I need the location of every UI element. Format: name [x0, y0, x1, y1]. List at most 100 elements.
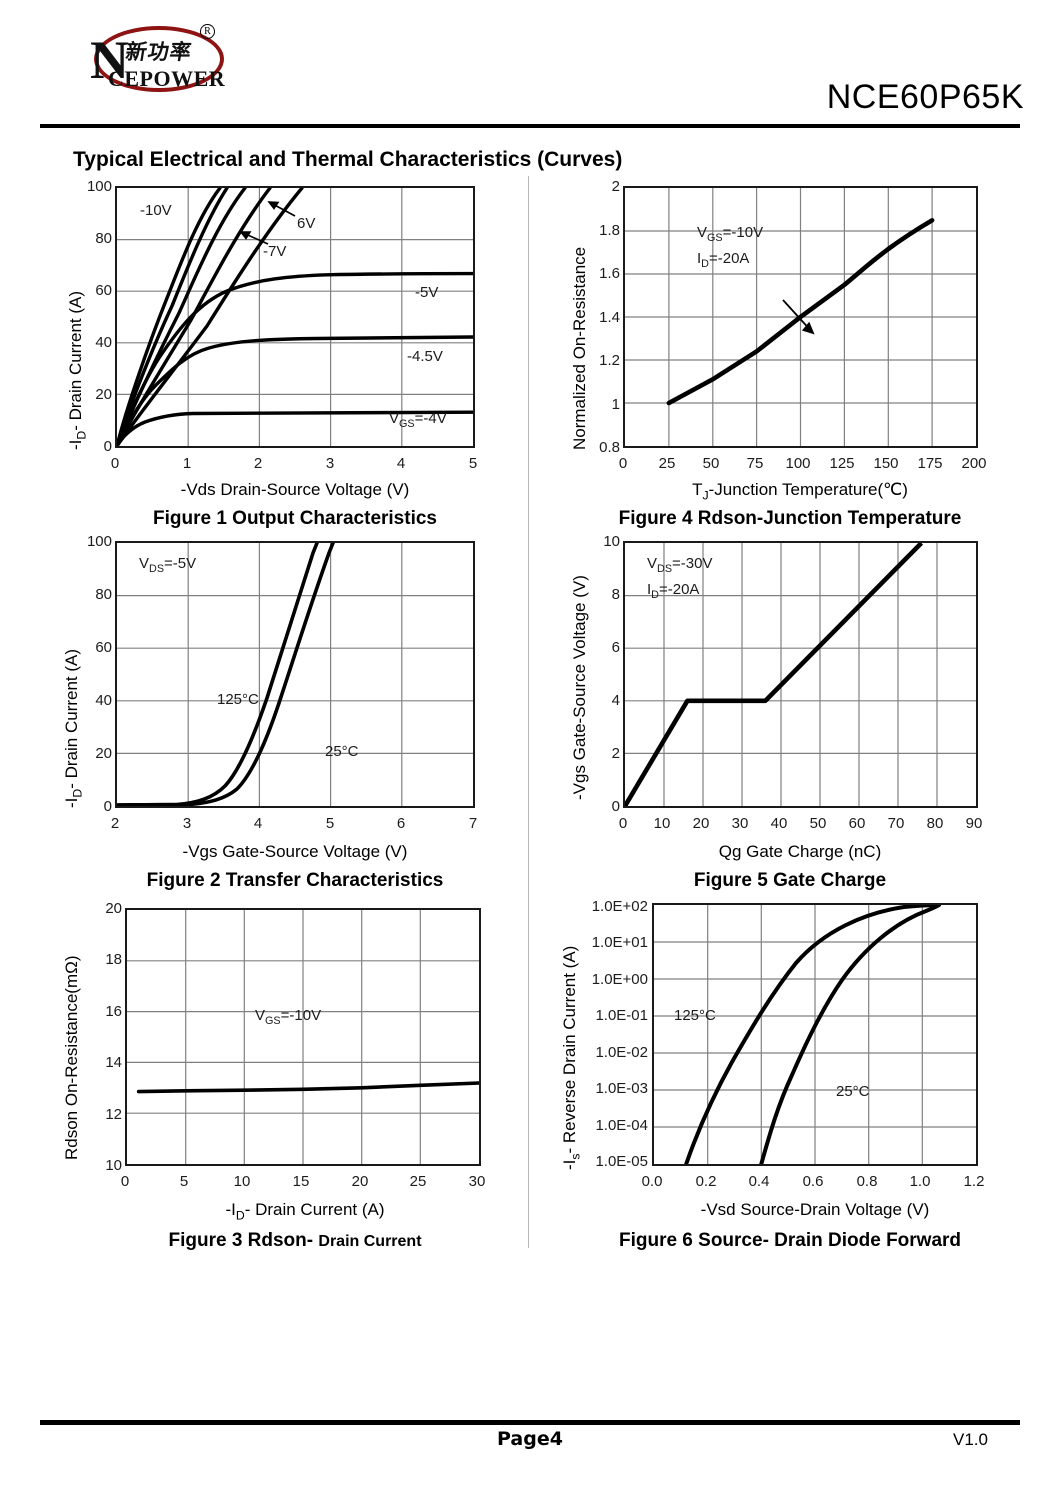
x-tick: 2 — [110, 815, 120, 832]
x-tick: 60 — [848, 815, 866, 832]
y-tick: 40 — [95, 334, 112, 351]
x-tick: 0.2 — [695, 1173, 717, 1190]
figure-6-caption: Figure 6 Source- Drain Diode Forward — [618, 1230, 962, 1251]
x-tick: 75 — [746, 455, 764, 472]
y-tick: 80 — [95, 586, 112, 603]
figure-2-plot: VDS=-5V 125°C 25°C — [115, 541, 475, 808]
logo-n-glyph: N — [90, 30, 129, 90]
y-tick: 40 — [95, 692, 112, 709]
y-tick: 6 — [611, 639, 620, 656]
page-number: Page4 — [497, 1428, 563, 1450]
x-tick: 175 — [917, 455, 943, 472]
curve-label-5v: -5V — [415, 284, 439, 301]
figure-5-plot: VDS=-30V ID=-20A — [623, 541, 978, 808]
figure-3-caption: Figure 3 Rdson- Drain Current — [168, 1230, 422, 1251]
x-tick: 150 — [873, 455, 899, 472]
figure-4-x-axis-label: TJ-Junction Temperature(℃) — [692, 480, 908, 503]
x-tick: 0 — [618, 815, 628, 832]
y-tick: 1.6 — [599, 265, 620, 282]
x-tick: 30 — [731, 815, 749, 832]
y-tick: 4 — [611, 692, 620, 709]
y-tick: 8 — [611, 586, 620, 603]
x-tick: 10 — [653, 815, 671, 832]
logo-english-text: CEPOWER — [108, 66, 226, 91]
figure-3-condition: VGS=-10V — [255, 1007, 322, 1027]
y-tick: 1.0E-05 — [595, 1153, 648, 1170]
y-tick: 12 — [105, 1106, 122, 1123]
x-tick: 10 — [233, 1173, 251, 1190]
x-tick: 25 — [658, 455, 676, 472]
document-version: V1.0 — [953, 1430, 988, 1449]
x-tick: 3 — [182, 815, 192, 832]
y-tick: 1.0E-01 — [595, 1007, 648, 1024]
y-tick: 0 — [103, 438, 112, 455]
y-tick: 1.0E+02 — [591, 898, 648, 915]
x-tick: 1.0 — [909, 1173, 931, 1190]
y-tick: 0 — [103, 798, 112, 815]
x-tick: 6 — [396, 815, 406, 832]
logo-chinese-text: 新功率 — [123, 40, 194, 64]
figure-6-plot: 125°C 25°C — [652, 903, 978, 1166]
x-tick: 0.6 — [802, 1173, 824, 1190]
y-tick: 0.8 — [599, 439, 620, 456]
curve-label-125c: 125°C — [674, 1007, 716, 1024]
x-tick: 50 — [702, 455, 720, 472]
x-tick: 0.4 — [748, 1173, 770, 1190]
column-divider — [528, 176, 529, 1248]
figure-3-x-axis-label: -ID- Drain Current (A) — [225, 1200, 385, 1223]
figure-1-plot: -10V 6V -7V -5V -4.5V VGS=-4V — [115, 186, 475, 448]
x-tick: 7 — [468, 815, 478, 832]
registered-trademark-icon: R — [200, 22, 215, 39]
x-tick: 50 — [809, 815, 827, 832]
curve-label-7v: -7V — [263, 243, 287, 260]
x-tick: 40 — [770, 815, 788, 832]
curve-label-125c: 125°C — [217, 691, 259, 708]
y-tick: 1.4 — [599, 309, 620, 326]
x-tick: 4 — [396, 455, 406, 472]
x-tick: 3 — [325, 455, 335, 472]
figure-4-condition-vgs: VGS=-10V — [697, 224, 764, 244]
x-tick: 15 — [292, 1173, 310, 1190]
y-tick: 2 — [611, 745, 620, 762]
y-tick: 1.0E-03 — [595, 1080, 648, 1097]
y-tick: 100 — [86, 178, 112, 195]
figure-2-caption: Figure 2 Transfer Characteristics — [146, 870, 444, 891]
figure-6-x-axis-label: -Vsd Source-Drain Voltage (V) — [700, 1200, 930, 1219]
y-tick: 1 — [611, 396, 620, 413]
figure-5-caption: Figure 5 Gate Charge — [693, 870, 887, 891]
figure-3-plot: VGS=-10V — [125, 908, 481, 1166]
x-tick: 0 — [618, 455, 628, 472]
y-tick: 0 — [611, 798, 620, 815]
page-header: N 新功率 CEPOWER R NCE60P65K — [0, 0, 1060, 130]
y-tick: 80 — [95, 230, 112, 247]
figure-1-caption: Figure 1 Output Characteristics — [152, 508, 437, 529]
curve-label-25c: 25°C — [836, 1083, 870, 1100]
x-tick: 0 — [120, 1173, 130, 1190]
y-tick: 60 — [95, 639, 112, 656]
part-number: NCE60P65K — [826, 78, 1024, 116]
y-tick: 1.8 — [599, 222, 620, 239]
y-tick: 20 — [105, 900, 122, 917]
page-title: Typical Electrical and Thermal Character… — [73, 148, 623, 171]
header-divider — [40, 124, 1020, 128]
x-tick: 100 — [785, 455, 811, 472]
x-tick: 70 — [887, 815, 905, 832]
x-tick: 20 — [351, 1173, 369, 1190]
figure-4-caption: Figure 4 Rdson-Junction Temperature — [618, 508, 962, 529]
y-tick: 100 — [86, 533, 112, 550]
y-tick: 10 — [603, 533, 620, 550]
figure-1-x-axis-label: -Vds Drain-Source Voltage (V) — [180, 480, 410, 499]
x-tick: 20 — [692, 815, 710, 832]
figure-2-condition: VDS=-5V — [139, 555, 197, 575]
y-tick: 14 — [105, 1054, 122, 1071]
y-tick: 2 — [611, 178, 620, 195]
y-tick: 16 — [105, 1003, 122, 1020]
figure-5-y-axis-label: -Vgs Gate-Source Voltage (V) — [570, 575, 589, 800]
y-tick: 10 — [105, 1157, 122, 1174]
x-tick: 5 — [468, 455, 478, 472]
figure-4-condition-id: ID=-20A — [697, 250, 750, 270]
x-tick: 125 — [829, 455, 855, 472]
curve-label-4p5v: -4.5V — [407, 348, 443, 365]
y-tick: 1.2 — [599, 352, 620, 369]
x-tick: 1 — [182, 455, 192, 472]
